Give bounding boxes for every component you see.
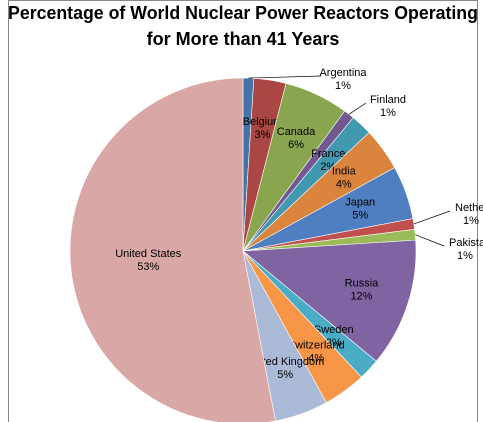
chart-frame: [8, 0, 478, 422]
slice-value-label: 1%: [380, 107, 396, 119]
leader-line: [415, 234, 445, 247]
slice-label: United Kingdom: [246, 356, 324, 368]
pie-slice: [242, 239, 417, 362]
chart-title: for More than 41 Years: [147, 29, 340, 49]
slice-label: Canada: [277, 126, 316, 138]
pie-slice: [69, 77, 276, 422]
slice-value-label: 1%: [463, 215, 479, 227]
slice-value-label: 4%: [336, 179, 352, 191]
slice-value-label: 53%: [137, 261, 159, 273]
leader-line: [348, 102, 367, 115]
slice-value-label: 4%: [308, 353, 324, 365]
slice-label: Netherlands: [455, 202, 483, 214]
slice-label: Switzerland: [288, 340, 345, 352]
slice-label: Pakistan: [449, 237, 483, 249]
slice-label: Sweden: [314, 324, 354, 336]
slice-value-label: 5%: [277, 369, 293, 381]
slice-label: Belgium: [243, 116, 283, 128]
slice-value-label: 3%: [255, 129, 271, 141]
slice-value-label: 5%: [352, 210, 368, 222]
slice-label: Russia: [345, 277, 380, 289]
slice-label: India: [332, 166, 357, 178]
slice-label: France: [311, 148, 345, 160]
leader-line: [413, 210, 451, 225]
slice-value-label: 12%: [350, 290, 372, 302]
chart-title: Percentage of World Nuclear Power Reacto…: [8, 3, 478, 23]
slice-label: Finland: [370, 94, 406, 106]
slice-value-label: 6%: [288, 139, 304, 151]
slice-label: United States: [115, 248, 182, 260]
slice-value-label: 1%: [457, 250, 473, 262]
leader-line: [248, 75, 322, 79]
slice-label: Japan: [345, 197, 375, 209]
slice-value-label: 1%: [335, 80, 351, 92]
slice-label: Argentina: [319, 67, 367, 79]
